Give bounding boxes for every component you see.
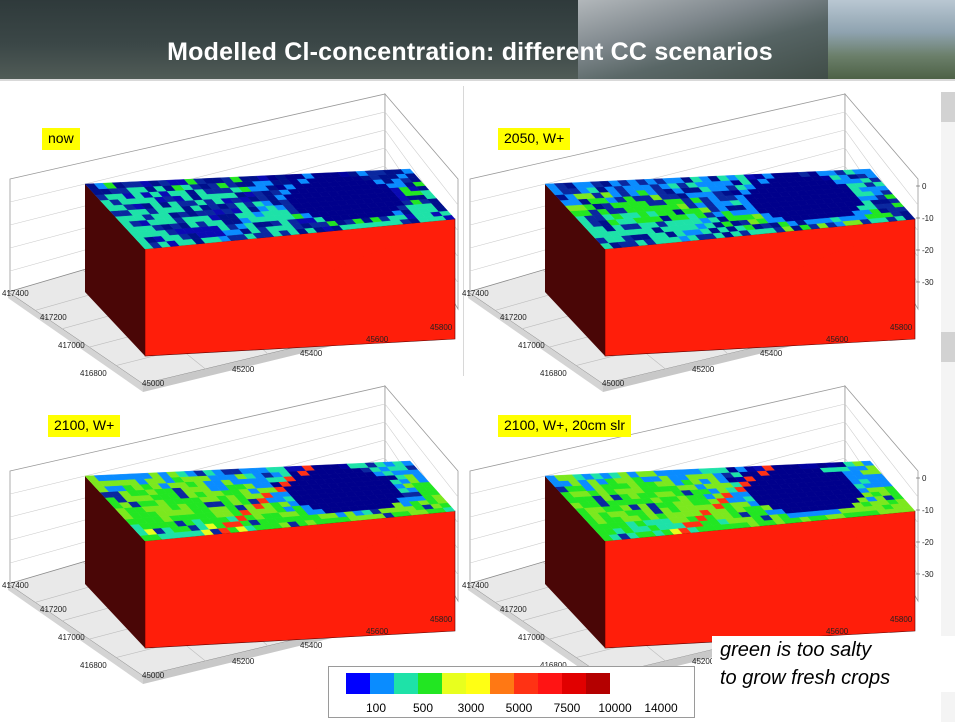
legend-label: 3000 [457,701,485,715]
x-tick-label: 45600 [366,335,389,344]
model-block-plot: 4174004172004170004168004500045200454004… [462,384,934,684]
legend-swatch [538,673,562,694]
note-line-1: green is too salty [720,639,872,661]
model-block-plot: 417400 417200 417000 416800 45000 45200 45400 4… [462,92,934,392]
legend-swatch [562,673,586,694]
x-tick-label: 45000 [602,379,625,388]
y-tick-label: 417000 [58,633,85,642]
y-tick-label: 417200 [500,313,527,322]
y-tick-label: 416800 [540,369,567,378]
z-tick-label: -10 [922,506,934,515]
x-tick-label: 45800 [430,615,453,624]
model-block-plot: 417400 417200 417000 416800 45000 45200 45400 4… [2,92,459,392]
legend-label: 100 [365,701,387,715]
legend-swatch [514,673,538,694]
legend-swatch [418,673,442,694]
y-tick-label: 417000 [518,341,545,350]
z-tick-label: -30 [922,278,934,287]
axis-ticks: 417400 417200 417000 416800 45000 45200 45400 4… [462,182,934,388]
x-tick-label: 45400 [300,349,323,358]
y-tick-label: 417200 [500,605,527,614]
y-tick-label: 417400 [2,581,29,590]
scenario-label-2100: 2100, W+ [48,415,121,437]
z-tick-label: 0 [922,182,927,191]
legend-swatch [586,673,610,694]
y-tick-label: 417400 [462,289,489,298]
x-tick-label: 45600 [826,627,849,636]
y-tick-label: 416800 [540,661,567,670]
front-face [604,218,916,357]
legend-swatch [490,673,514,694]
y-tick-label: 417400 [2,289,29,298]
y-tick-label: 416800 [80,369,107,378]
y-tick-label: 416800 [80,661,107,670]
axis-ticks: 417400 417200 417000 416800 45000 45200 45400 4… [2,289,453,388]
front-face [144,218,456,357]
x-tick-label: 45200 [692,365,715,374]
banner-photo-landscape [828,0,955,80]
top-surface [544,460,916,542]
model-block-plot: 417400 417200 417000 416800 45000 45200 45400 4… [2,384,459,684]
title-underline [0,79,955,81]
x-tick-label: 45000 [142,379,165,388]
x-tick-label: 45800 [890,323,913,332]
z-tick-label: -30 [922,570,934,579]
x-tick-label: 45800 [430,323,453,332]
legend-label: 5000 [505,701,533,715]
legend-label: 7500 [553,701,581,715]
front-face [604,510,916,649]
model-panel-2100: 417400 417200 417000 416800 45000 45200 45400 4… [0,376,480,684]
x-tick-label: 45000 [142,671,165,680]
x-tick-label: 45800 [890,615,913,624]
banner-photo-bridge [578,0,828,80]
legend-swatch [370,673,394,694]
x-tick-label: 45600 [826,335,849,344]
y-tick-label: 417000 [58,341,85,350]
title-banner: Modelled Cl-concentration: different CC … [0,0,955,80]
z-tick-label: -20 [922,246,934,255]
top-surface [544,168,916,250]
y-tick-label: 417400 [462,581,489,590]
scenario-label-2050: 2050, W+ [498,128,571,150]
model-panel-now: 417400 417200 417000 416800 45000 45200 45400 4… [0,84,480,392]
z-tick-label: -10 [922,214,934,223]
legend-swatch [442,673,466,694]
front-face [144,510,456,649]
x-tick-label: 45400 [300,641,323,650]
axis-ticks: 417400 417200 417000 416800 45000 45200 45400 4… [2,581,453,680]
y-tick-label: 417200 [40,313,67,322]
x-tick-label: 45200 [232,365,255,374]
z-tick-label: 0 [922,474,927,483]
y-tick-label: 417000 [518,633,545,642]
top-surface [84,460,456,542]
panel-divider [463,86,464,376]
legend-labels: 100 500 3000 5000 7500 10000 14000 [329,701,694,715]
scenario-label-2100-slr: 2100, W+, 20cm slr [498,415,631,437]
right-edge-strip [941,92,955,722]
x-tick-label: 45400 [760,349,783,358]
legend-color-bar [346,673,610,694]
note-line-2: to grow fresh crops [720,667,891,689]
model-panel-2100-slr: 4174004172004170004168004500045200454004… [460,376,940,684]
slide-title: Modelled Cl-concentration: different CC … [167,38,773,66]
legend-label: 14000 [644,701,678,715]
legend-swatch [394,673,418,694]
concentration-legend: 100 500 3000 5000 7500 10000 14000 [328,666,695,718]
model-panel-2050: 417400 417200 417000 416800 45000 45200 45400 4… [460,84,940,392]
x-tick-label: 45600 [366,627,389,636]
legend-label: 500 [412,701,434,715]
x-tick-label: 45200 [232,657,255,666]
scenario-label-now: now [42,128,80,150]
x-tick-label: 45200 [692,657,715,666]
legend-label: 10000 [598,701,632,715]
top-surface [84,168,456,250]
annotation-note: green is too salty to grow fresh crops [712,636,955,692]
z-tick-label: -20 [922,538,934,547]
y-tick-label: 417200 [40,605,67,614]
legend-swatch [466,673,490,694]
legend-swatch [346,673,370,694]
